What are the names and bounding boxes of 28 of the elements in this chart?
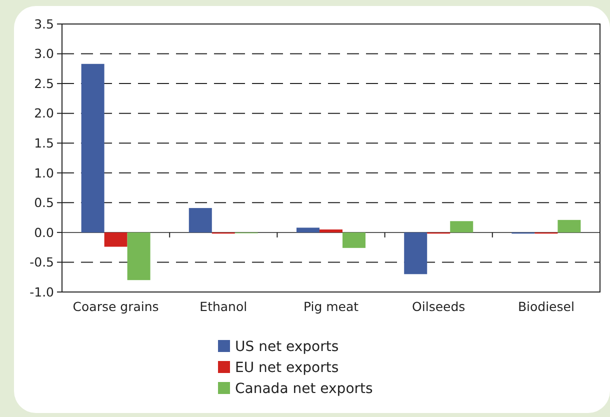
bar — [404, 232, 428, 274]
bar — [320, 229, 342, 232]
y-tick-label: 0.0 — [34, 224, 54, 240]
bar — [104, 232, 128, 247]
y-tick-label: 1.5 — [34, 135, 54, 150]
y-tick-label: 1.0 — [34, 165, 54, 180]
y-tick-label: 3.5 — [34, 16, 54, 32]
x-tick-label: Oilseeds — [412, 299, 466, 314]
bar — [296, 228, 320, 232]
bar — [127, 232, 150, 280]
legend-label: US net exports — [235, 338, 339, 355]
bar — [81, 64, 104, 232]
x-tick-label: Biodiesel — [518, 299, 574, 314]
x-tick-label: Ethanol — [200, 299, 248, 314]
bar — [342, 232, 366, 248]
y-tick-label: -0.5 — [30, 254, 54, 270]
x-tick-label: Coarse grains — [72, 299, 159, 314]
y-tick-label: 0.5 — [34, 195, 54, 210]
legend-label: EU net exports — [235, 360, 339, 376]
y-tick-label: -1.0 — [30, 284, 54, 300]
y-tick-label: 2.5 — [34, 76, 54, 91]
x-tick-label: Pig meat — [303, 299, 359, 314]
bar — [188, 208, 212, 232]
y-tick-label: 2.0 — [34, 106, 54, 121]
bar — [558, 220, 581, 232]
y-tick-label: 3.0 — [34, 46, 54, 62]
legend-label: Canada net exports — [235, 380, 373, 397]
bar — [450, 221, 474, 232]
